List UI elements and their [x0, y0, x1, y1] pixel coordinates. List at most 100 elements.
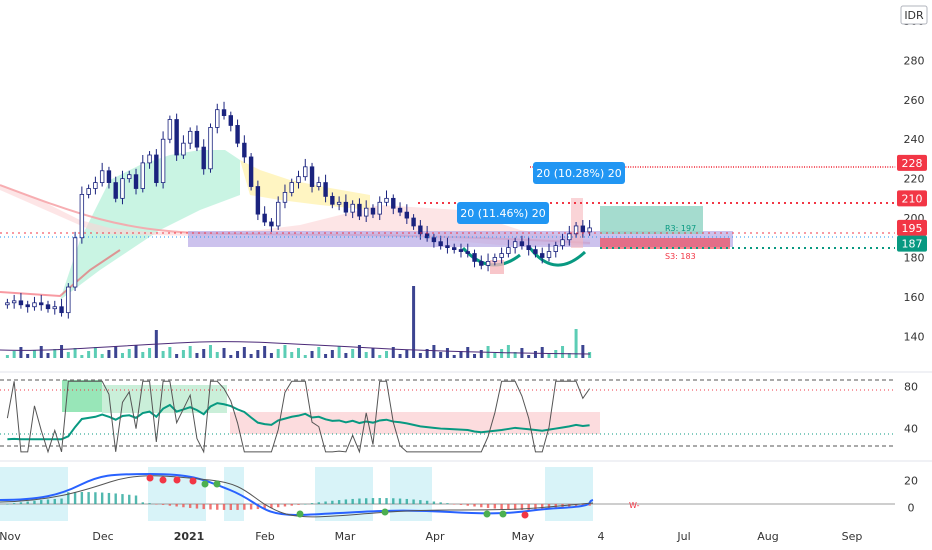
candle-body[interactable] [587, 227, 592, 233]
candle-body[interactable] [208, 127, 213, 170]
candle-body[interactable] [133, 174, 139, 189]
candle-body[interactable] [221, 109, 227, 116]
candle-body[interactable] [52, 306, 57, 310]
candle-body[interactable] [86, 188, 91, 195]
candle-body[interactable] [573, 225, 579, 235]
candle-body[interactable] [113, 182, 118, 199]
candle-body[interactable] [262, 213, 267, 223]
candle-body[interactable] [384, 197, 389, 203]
candles[interactable] [5, 101, 592, 319]
candle-body[interactable] [242, 142, 247, 158]
candle-body[interactable] [59, 306, 64, 314]
candle-body[interactable] [275, 201, 281, 227]
candle-body[interactable] [174, 119, 179, 156]
candle-body[interactable] [391, 197, 396, 209]
oscillator-pane[interactable] [0, 379, 895, 454]
candle-body[interactable] [32, 302, 37, 308]
candle-body[interactable] [99, 170, 105, 183]
candle-body[interactable] [540, 253, 545, 258]
candle-body[interactable] [330, 195, 335, 205]
candle-body[interactable] [45, 304, 51, 310]
candle-body[interactable] [323, 182, 328, 197]
target-profit-box[interactable] [600, 206, 703, 234]
support-zone[interactable] [188, 231, 733, 247]
candle-body[interactable] [187, 130, 193, 144]
candle-body[interactable] [472, 253, 477, 262]
volume-bar [317, 347, 321, 358]
candle-body[interactable] [533, 249, 538, 254]
annotation-1146[interactable]: 20 (11.46%) 20 [457, 202, 549, 224]
candle-body[interactable] [316, 182, 322, 187]
candle-body[interactable] [255, 186, 261, 215]
candle-body[interactable] [526, 245, 531, 250]
candle-body[interactable] [167, 119, 173, 140]
candle-body[interactable] [580, 225, 586, 233]
macd-pane[interactable]: W- [0, 467, 895, 521]
stop-loss-box[interactable] [600, 238, 730, 249]
candle-body[interactable] [418, 225, 423, 235]
candle-body[interactable] [553, 245, 558, 252]
candle-body[interactable] [269, 221, 274, 227]
price-pane[interactable]: 20 (10.28%) 20 20 (11.46%) 20 R3: 197 S3… [0, 101, 896, 358]
candle-body[interactable] [370, 207, 376, 215]
candle-body[interactable] [194, 130, 200, 148]
candle-body[interactable] [506, 247, 511, 254]
candle-body[interactable] [66, 286, 71, 314]
candle-body[interactable] [127, 174, 132, 180]
annotation-1028[interactable]: 20 (10.28%) 20 [533, 162, 625, 184]
candle-body[interactable] [458, 249, 464, 252]
candle-body[interactable] [93, 182, 98, 189]
candle-body[interactable] [404, 211, 410, 219]
candle-body[interactable] [25, 304, 30, 308]
candle-body[interactable] [106, 170, 112, 183]
candle-body[interactable] [512, 241, 518, 249]
candle-body[interactable] [350, 203, 355, 213]
candle-body[interactable] [485, 261, 491, 266]
candle-body[interactable] [160, 138, 166, 183]
candle-body[interactable] [289, 182, 294, 193]
candle-body[interactable] [201, 146, 206, 170]
candle-body[interactable] [147, 154, 152, 164]
candle-body[interactable] [235, 125, 240, 144]
candle-body[interactable] [438, 241, 443, 247]
candle-body[interactable] [452, 247, 457, 250]
candle-body[interactable] [18, 300, 24, 306]
candle-body[interactable] [357, 203, 362, 217]
candle-body[interactable] [296, 176, 301, 183]
candle-body[interactable] [519, 241, 525, 247]
candle-body[interactable] [377, 201, 382, 215]
candle-body[interactable] [479, 261, 484, 266]
candle-body[interactable] [248, 156, 254, 187]
candle-body[interactable] [154, 154, 159, 183]
candle-body[interactable] [343, 201, 349, 213]
candle-body[interactable] [567, 233, 572, 241]
candle-body[interactable] [140, 162, 145, 189]
candle-body[interactable] [560, 239, 565, 247]
candle-body[interactable] [228, 115, 233, 126]
candle-body[interactable] [5, 302, 10, 306]
candle-body[interactable] [120, 178, 125, 199]
candle-body[interactable] [546, 251, 552, 258]
candle-body[interactable] [39, 302, 44, 306]
candle-body[interactable] [364, 207, 369, 217]
candle-body[interactable] [181, 142, 186, 156]
time-axis[interactable]: Nov Dec 2021 Feb Mar Apr May 4 Jul Aug Sep [0, 530, 862, 543]
candle-body[interactable] [282, 192, 288, 203]
candle-body[interactable] [411, 217, 416, 227]
candle-body[interactable] [309, 166, 315, 187]
candle-body[interactable] [431, 237, 437, 243]
candle-body[interactable] [215, 109, 220, 128]
candle-body[interactable] [397, 207, 403, 213]
candle-body[interactable] [465, 251, 470, 254]
candle-body[interactable] [499, 253, 504, 258]
candle-body[interactable] [424, 233, 430, 239]
candle-body[interactable] [79, 194, 85, 239]
candle-body[interactable] [336, 201, 342, 205]
candle-body[interactable] [72, 237, 78, 288]
candle-body[interactable] [492, 257, 498, 262]
price-axis[interactable]: 140160180200220240260280300 [904, 15, 925, 343]
candle-body[interactable] [303, 166, 308, 178]
candle-body[interactable] [11, 300, 17, 304]
candle-body[interactable] [445, 245, 450, 249]
